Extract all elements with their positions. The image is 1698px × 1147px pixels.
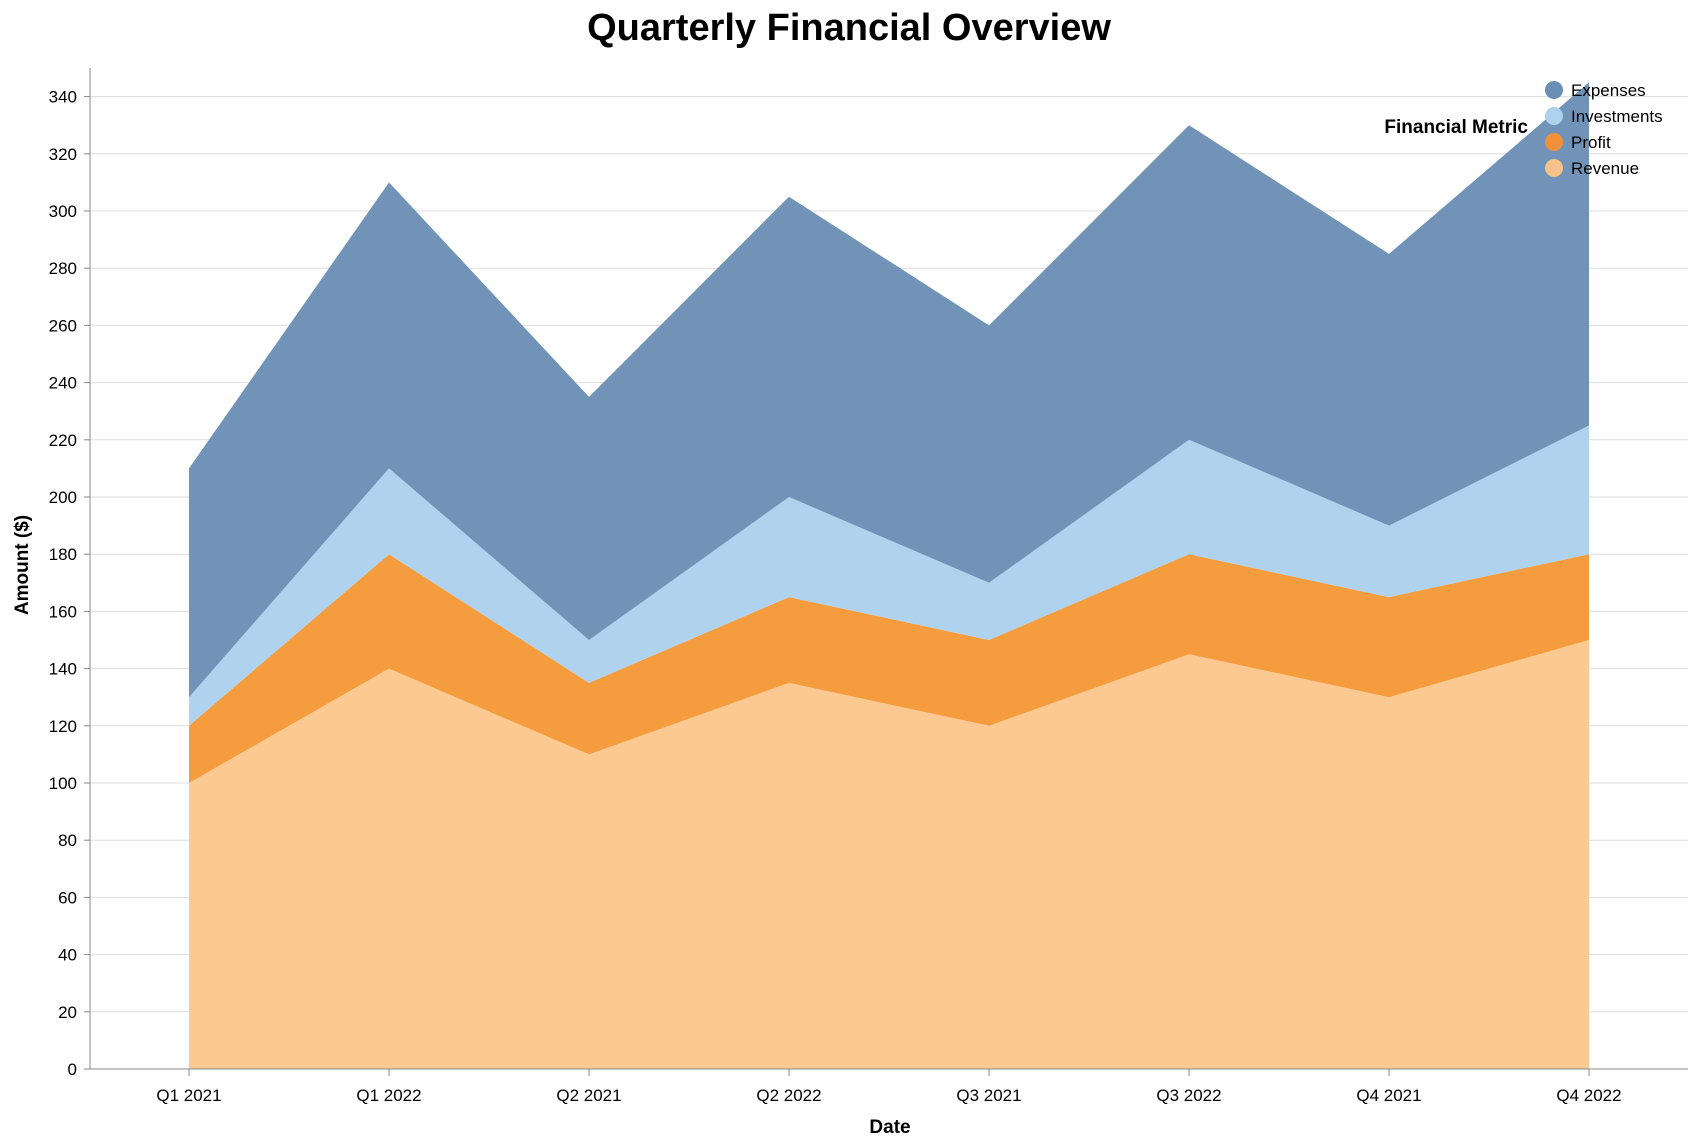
legend-swatch-expenses	[1545, 81, 1563, 99]
y-tick-label: 320	[49, 145, 77, 164]
legend-label-profit: Profit	[1571, 133, 1611, 152]
x-tick-label: Q2 2021	[556, 1086, 621, 1105]
x-tick-label: Q3 2021	[956, 1086, 1021, 1105]
stacked-areas	[189, 82, 1589, 1069]
legend-label-expenses: Expenses	[1571, 81, 1646, 100]
x-tick-label: Q3 2022	[1156, 1086, 1221, 1105]
x-tick-label: Q1 2021	[156, 1086, 221, 1105]
y-tick-label: 60	[58, 888, 77, 907]
y-tick-label: 80	[58, 831, 77, 850]
legend-label-revenue: Revenue	[1571, 159, 1639, 178]
x-axis: Q1 2021 Q1 2022 Q2 2021 Q2 2022 Q3 2021 Q3 20…	[90, 1068, 1688, 1105]
y-tick-label: 40	[58, 946, 77, 965]
x-tick-label: Q4 2022	[1556, 1086, 1621, 1105]
y-tick-label: 0	[68, 1060, 77, 1079]
y-tick-label: 140	[49, 660, 77, 679]
y-tick-label: 200	[49, 488, 77, 507]
x-tick-label: Q4 2021	[1356, 1086, 1421, 1105]
area-revenue	[189, 640, 1589, 1069]
y-tick-label: 300	[49, 202, 77, 221]
area-expenses	[189, 82, 1589, 698]
y-tick-label: 180	[49, 545, 77, 564]
y-tick-label: 100	[49, 774, 77, 793]
x-tick-label: Q1 2022	[356, 1086, 421, 1105]
area-profit	[189, 554, 1589, 783]
legend-swatch-profit	[1545, 133, 1563, 151]
legend-title: Financial Metric	[1384, 117, 1528, 138]
y-tick-label: 260	[49, 316, 77, 335]
legend-swatch-investments	[1545, 107, 1563, 125]
y-tick-label: 240	[49, 374, 77, 393]
area-investments	[189, 425, 1589, 726]
chart-title: Quarterly Financial Overview	[587, 7, 1111, 49]
x-tick-label: Q2 2022	[756, 1086, 821, 1105]
y-tick-label: 120	[49, 717, 77, 736]
y-axis: 0 20 40 60 80 100 120 140 160 180 200 220 240 260 280 3…	[49, 68, 91, 1079]
y-axis-title: Amount ($)	[12, 515, 33, 615]
y-tick-label: 160	[49, 602, 77, 621]
legend-swatch-revenue	[1545, 159, 1563, 177]
y-tick-label: 340	[49, 88, 77, 107]
y-tick-label: 280	[49, 259, 77, 278]
legend: Expenses Investments Profit Revenue Financia…	[1384, 81, 1663, 178]
x-axis-title: Date	[869, 1117, 910, 1138]
y-tick-label: 220	[49, 431, 77, 450]
y-tick-label: 20	[58, 1003, 77, 1022]
legend-label-investments: Investments	[1571, 107, 1663, 126]
